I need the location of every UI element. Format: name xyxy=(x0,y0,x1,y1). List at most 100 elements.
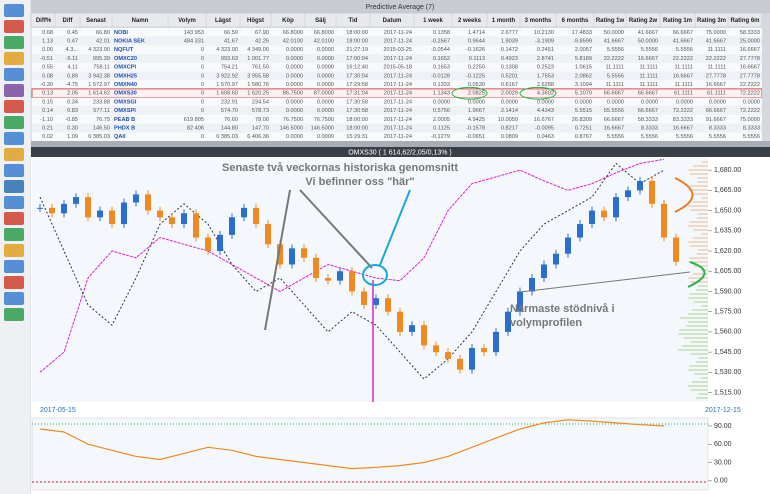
tool-button[interactable] xyxy=(4,228,24,241)
table-row[interactable] xyxy=(32,36,762,46)
column-header[interactable]: Högst xyxy=(247,18,264,24)
tool-button[interactable] xyxy=(4,84,24,97)
tool-button[interactable] xyxy=(4,180,24,193)
tool-button[interactable] xyxy=(4,260,24,273)
table-cell: 16.6667 xyxy=(673,126,693,132)
table-cell: 0.0000 xyxy=(286,65,303,71)
table-cell: 16.6667 xyxy=(604,126,624,132)
table-cell: 5.8189 xyxy=(575,56,592,62)
tool-button[interactable] xyxy=(4,276,24,289)
column-header[interactable]: Datum xyxy=(383,18,402,24)
table-cell: 0.0000 xyxy=(317,56,334,62)
table-cell: 5.5556 xyxy=(676,134,693,140)
column-header[interactable]: Rating 6m xyxy=(730,18,759,24)
table-row[interactable] xyxy=(32,132,762,142)
candle xyxy=(157,210,163,218)
table-cell: 4 349.00 xyxy=(247,47,269,53)
column-header[interactable]: Tid xyxy=(349,18,358,24)
table-cell: 0.1308 xyxy=(501,65,518,71)
table-cell: -3.1909 xyxy=(535,39,554,45)
candle xyxy=(373,298,379,305)
tool-button[interactable] xyxy=(4,164,24,177)
table-cell: 0.2523 xyxy=(537,65,554,71)
column-header[interactable]: Köp xyxy=(282,18,294,24)
tool-button[interactable] xyxy=(4,20,24,33)
table-row[interactable] xyxy=(32,54,762,63)
tool-button[interactable] xyxy=(4,52,24,65)
table-cell: 5.5556 xyxy=(607,73,624,79)
table-cell: 21:27:19 xyxy=(346,47,368,53)
column-header[interactable]: Senast xyxy=(86,18,106,24)
column-header[interactable]: Rating 1m xyxy=(663,18,692,24)
tool-button[interactable] xyxy=(4,36,24,49)
column-header[interactable]: 2 weeks xyxy=(458,18,482,24)
column-header[interactable]: 1 week xyxy=(423,18,443,24)
column-header[interactable]: Rating 3m xyxy=(697,18,726,24)
table-cell: -1.10 xyxy=(40,117,53,123)
ticker-name: OMXH25 xyxy=(114,73,137,79)
y-tick-label: 1,590.00 xyxy=(714,288,741,295)
table-row[interactable] xyxy=(32,115,762,124)
table-cell: -5.11 xyxy=(66,56,78,62)
table-cell: 0.0000 xyxy=(286,99,303,105)
table-cell: 66.6667 xyxy=(604,117,624,123)
candle xyxy=(409,325,415,332)
candle xyxy=(601,210,607,218)
table-cell: 0 xyxy=(201,65,204,71)
column-header[interactable]: Diff% xyxy=(36,18,52,24)
table-row[interactable] xyxy=(32,45,762,55)
column-header[interactable]: Volym xyxy=(178,18,196,24)
table-cell: 1 608.60 xyxy=(216,91,238,97)
scrollbar[interactable] xyxy=(762,13,770,141)
table-cell: 0.0000 xyxy=(317,134,334,140)
table-cell: 0.0809 xyxy=(501,134,518,140)
tool-button[interactable] xyxy=(4,308,24,321)
tool-button[interactable] xyxy=(4,292,24,305)
table-cell: 146.50 xyxy=(93,126,110,132)
tool-button[interactable] xyxy=(4,100,24,113)
table-cell: 17:29:58 xyxy=(346,82,368,88)
tool-button[interactable] xyxy=(4,132,24,145)
candle xyxy=(529,277,535,292)
column-header[interactable]: 3 months xyxy=(525,18,552,24)
tool-button[interactable] xyxy=(4,244,24,257)
table-cell: 5.5515 xyxy=(575,108,592,114)
column-header[interactable]: Rating 1w xyxy=(596,18,625,24)
table-cell: 0.8767 xyxy=(575,134,592,140)
table-row[interactable] xyxy=(32,28,762,37)
tool-button[interactable] xyxy=(4,68,24,81)
candle xyxy=(673,237,679,262)
table-cell: 2017-11-24 xyxy=(384,91,412,97)
table-row[interactable] xyxy=(32,62,762,72)
tool-button[interactable] xyxy=(4,116,24,129)
table-cell: 2017-11-24 xyxy=(384,99,412,105)
table-row[interactable] xyxy=(32,80,762,89)
tool-button[interactable] xyxy=(4,4,24,17)
column-header[interactable]: Diff xyxy=(63,18,74,24)
table-cell: -0.85 xyxy=(65,117,78,123)
table-row[interactable] xyxy=(32,106,762,115)
candle xyxy=(145,194,151,211)
tool-button[interactable] xyxy=(4,196,24,209)
table-cell: 6 406.36 xyxy=(247,134,269,140)
tool-button[interactable] xyxy=(4,148,24,161)
column-header[interactable]: Lägst xyxy=(215,18,231,24)
table-cell: 0.08 xyxy=(42,73,53,79)
table-row[interactable] xyxy=(32,97,762,107)
orange-bracket xyxy=(674,177,694,213)
candle xyxy=(109,210,115,225)
table-row[interactable] xyxy=(32,123,762,133)
ticker-name: QAII xyxy=(114,134,126,140)
column-header[interactable]: Sälj xyxy=(315,18,326,24)
splitter xyxy=(31,141,770,147)
table-row[interactable] xyxy=(32,71,762,81)
column-header[interactable]: 6 months xyxy=(562,18,589,24)
column-header[interactable]: 1 month xyxy=(492,18,516,24)
tool-button[interactable] xyxy=(4,212,24,225)
column-header[interactable]: Rating 2w xyxy=(629,18,658,24)
column-header[interactable]: Namn xyxy=(132,18,149,24)
highlight-oval xyxy=(451,86,488,100)
candle xyxy=(577,224,583,238)
table-cell: 0.0000 xyxy=(433,99,450,105)
table-cell: -0.0095 xyxy=(535,126,554,132)
